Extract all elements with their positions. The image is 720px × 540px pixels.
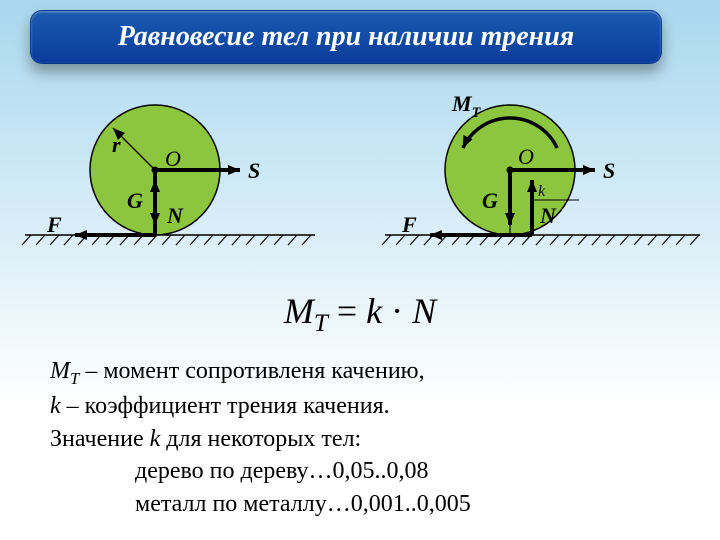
formula-dot: · <box>382 291 412 331</box>
formula-sub: T <box>314 310 328 337</box>
svg-text:MТ: MТ <box>451 91 482 121</box>
title-text: Равновесие тел при наличии трения <box>118 21 574 53</box>
diagram-svg: rOSGNFOGSNFkMТ <box>0 80 720 280</box>
svg-text:F: F <box>46 212 62 237</box>
svg-text:O: O <box>518 144 534 169</box>
desc-l1-M: M <box>50 358 70 384</box>
desc-l3-a: Значение <box>50 426 150 452</box>
diagram-container: rOSGNFOGSNFkMТ <box>0 80 720 280</box>
title-bar: Равновесие тел при наличии трения <box>30 10 662 64</box>
desc-l1-rest: – момент сопротивленя качению, <box>79 358 424 384</box>
formula: MT = k · N <box>0 290 720 338</box>
desc-line4: дерево по дереву…0,05..0,08 <box>50 455 471 487</box>
svg-text:r: r <box>112 132 121 157</box>
desc-l1-sub: T <box>70 369 79 388</box>
desc-line2: k – коэффициент трения качения. <box>50 390 471 422</box>
desc-line3: Значение k для некоторых тел: <box>50 423 471 455</box>
svg-text:S: S <box>248 158 260 183</box>
desc-line5: металл по металлу…0,001..0,005 <box>50 488 471 520</box>
slide-root: Равновесие тел при наличии трения rOSGNF… <box>0 0 720 540</box>
desc-l3-k: k <box>150 426 161 452</box>
svg-text:N: N <box>166 203 184 228</box>
svg-text:k: k <box>538 183 546 200</box>
svg-text:G: G <box>127 188 143 213</box>
svg-text:S: S <box>603 158 615 183</box>
svg-text:G: G <box>482 188 498 213</box>
formula-M: M <box>284 291 314 331</box>
formula-N: N <box>412 291 436 331</box>
svg-text:F: F <box>401 212 417 237</box>
formula-k: k <box>366 291 382 331</box>
desc-line1: MT – момент сопротивленя качению, <box>50 355 471 390</box>
desc-l2-k: k <box>50 393 61 419</box>
desc-l2-rest: – коэффициент трения качения. <box>61 393 390 419</box>
description: MT – момент сопротивленя качению, k – ко… <box>50 355 471 520</box>
svg-text:O: O <box>165 146 181 171</box>
formula-eq: = <box>328 291 366 331</box>
desc-l3-b: для некоторых тел: <box>160 426 361 452</box>
svg-text:N: N <box>539 203 557 228</box>
